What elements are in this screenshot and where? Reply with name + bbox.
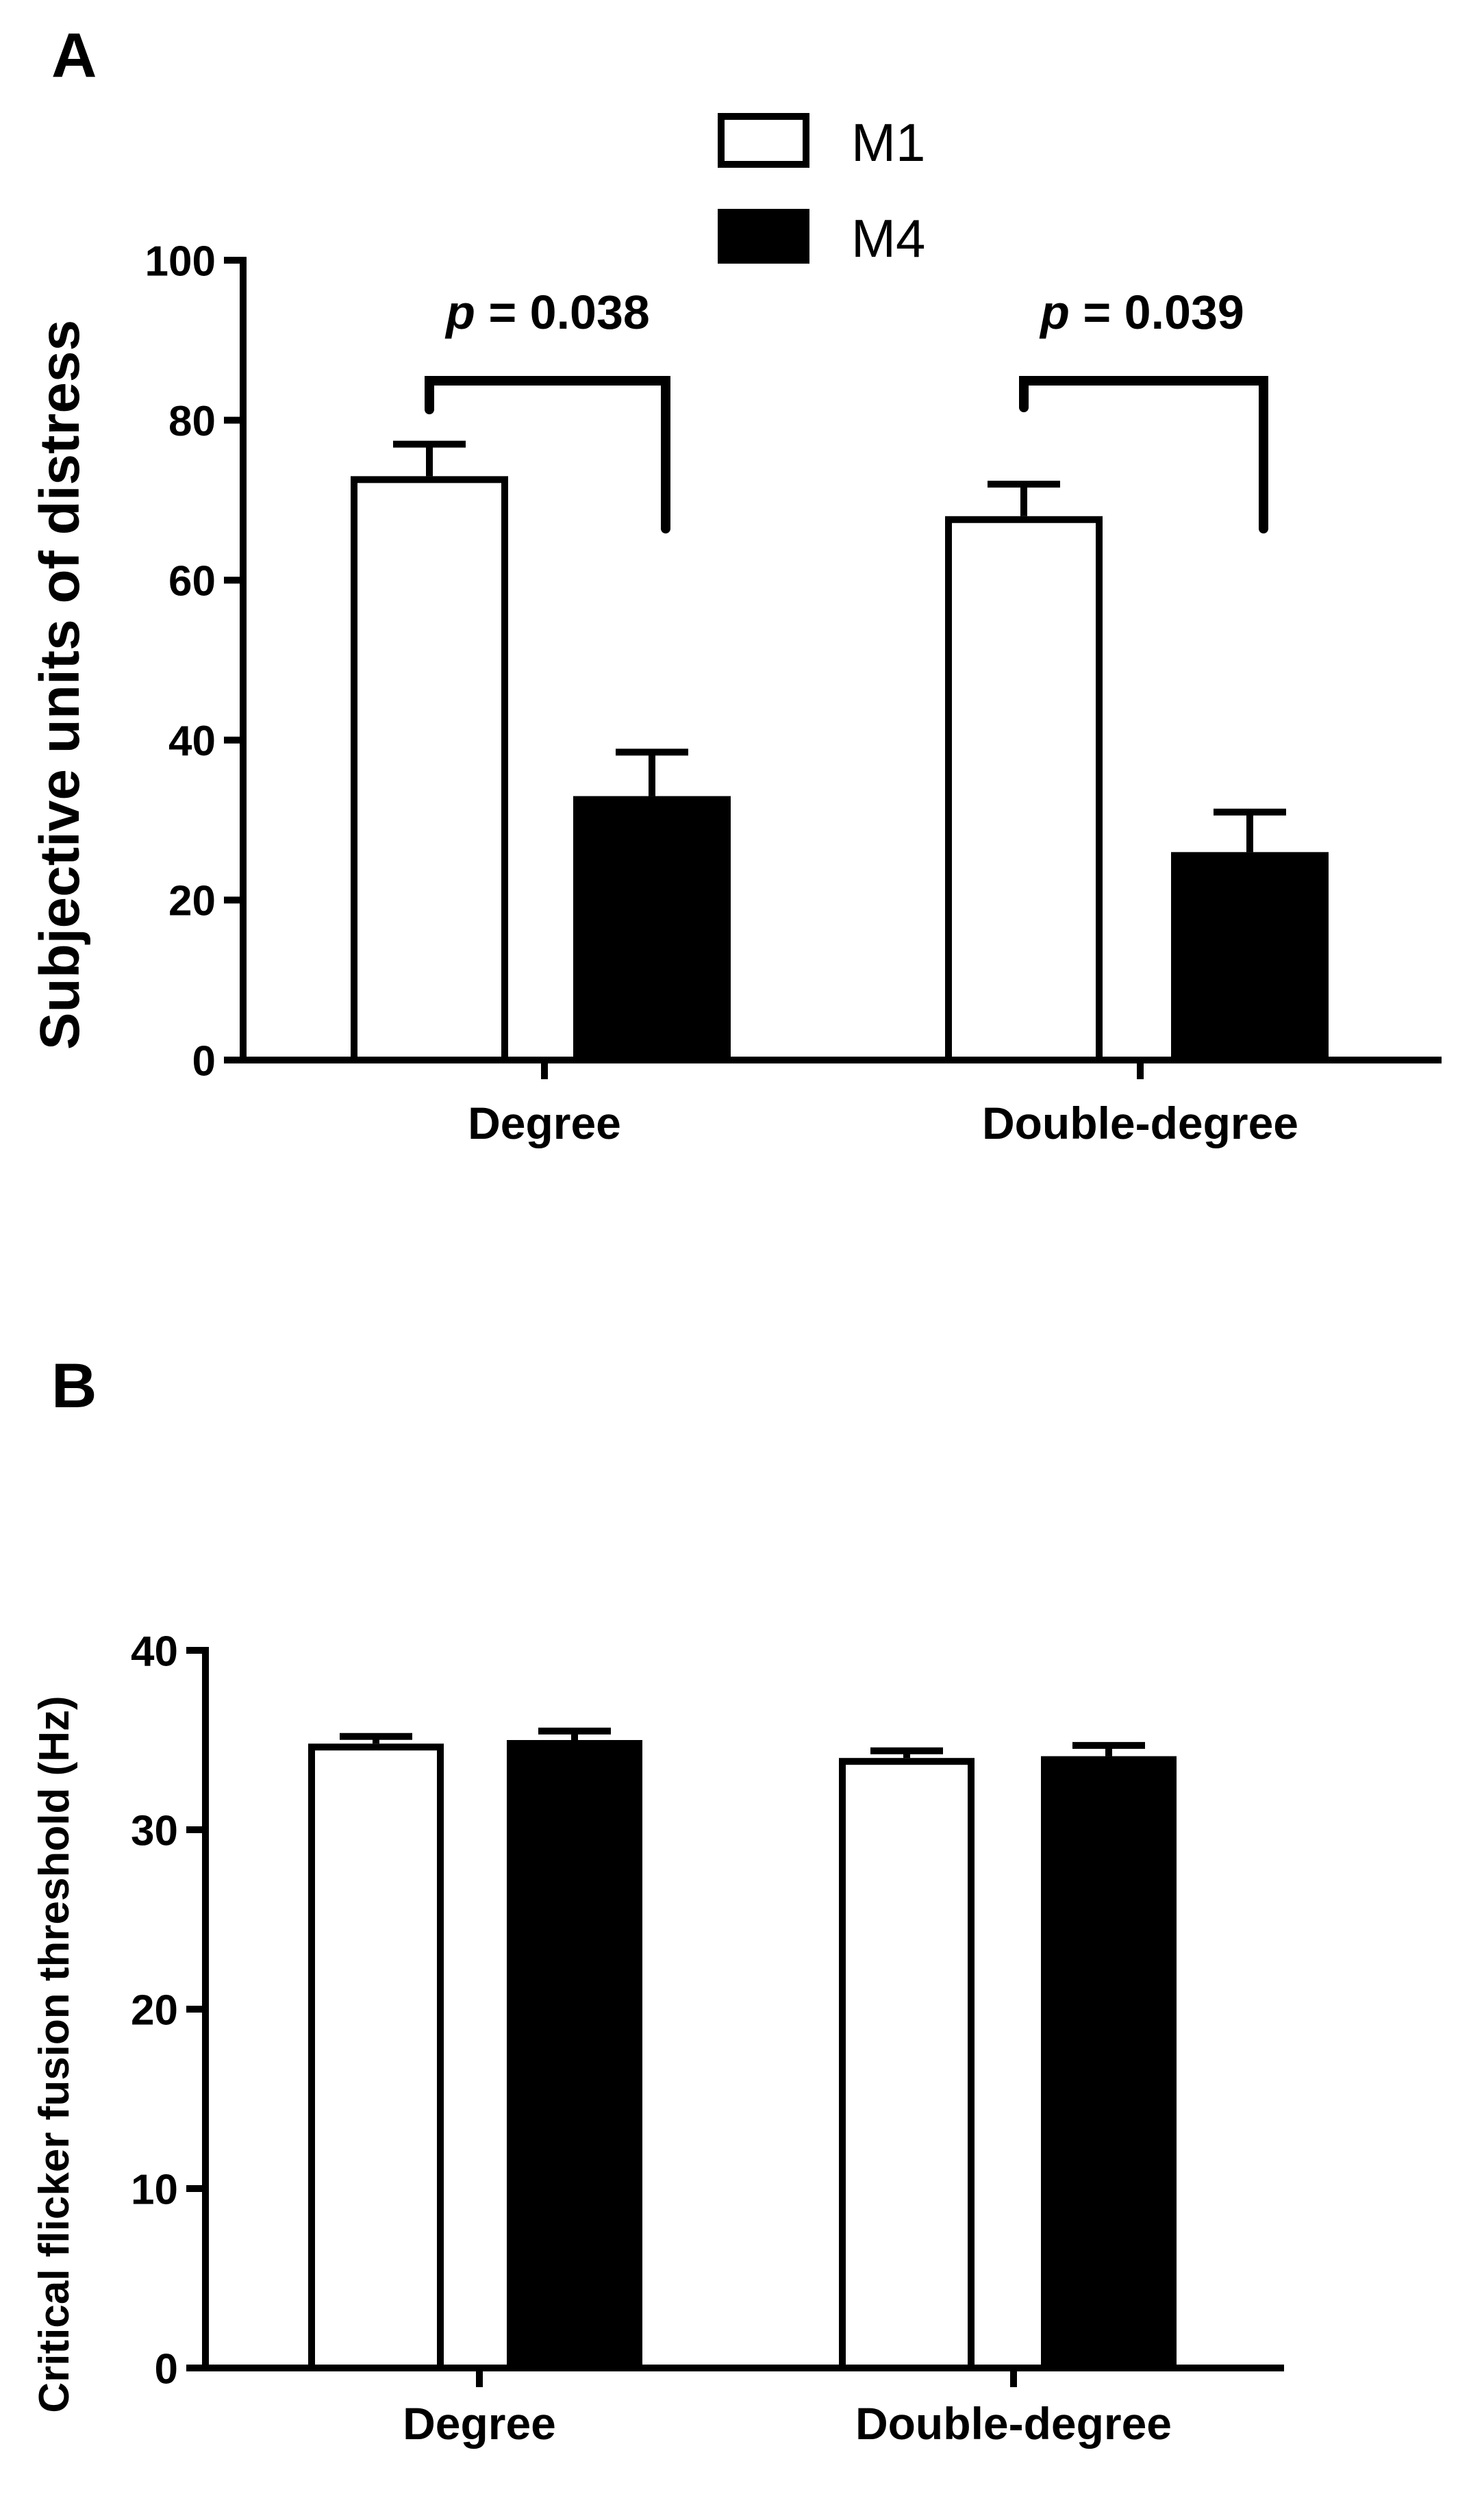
bar-m4-double-degree	[1171, 852, 1329, 1060]
bar-m1-double-degree	[839, 1758, 975, 2371]
y-tick-label-80: 80	[168, 398, 216, 445]
p-value-label-degree: p = 0.038	[444, 286, 650, 339]
y-tick-label-0: 0	[192, 1037, 216, 1085]
x-tick-label-degree: Degree	[468, 1098, 621, 1148]
x-tick-label-double-degree: Double-degree	[855, 2398, 1172, 2449]
legend-label-m4: M4	[851, 208, 925, 268]
bar-m4-degree	[507, 1740, 642, 2368]
significance-bracket-double-degree	[1019, 376, 1268, 533]
p-value: = 0.039	[1070, 286, 1244, 339]
bar-m1-degree	[351, 476, 508, 1063]
y-tick-label-30: 30	[131, 1807, 178, 1854]
panel-b-y-axis-label: Critical flicker fusion threshold (Hz)	[31, 1696, 78, 2412]
legend-label-m1: M1	[851, 112, 925, 173]
x-tick-label-double-degree: Double-degree	[982, 1098, 1298, 1148]
bar-m1-degree	[308, 1743, 444, 2371]
bar-m4-double-degree	[1041, 1756, 1177, 2368]
p-symbol: p	[444, 286, 475, 339]
legend-swatch-m1	[718, 113, 809, 168]
y-tick-label-60: 60	[168, 558, 216, 605]
panel-b-bars	[308, 1727, 1177, 2371]
y-tick-label-20: 20	[131, 1987, 178, 2034]
panel-a-legend: M1 M4	[718, 112, 925, 268]
panel-b-label: B	[51, 1351, 97, 1421]
panel-a-significance-annotations: p = 0.038 p = 0.039	[425, 286, 1268, 533]
y-tick-label-40: 40	[131, 1628, 178, 1675]
p-value-label-double-degree: p = 0.039	[1039, 286, 1244, 339]
panel-a: A Subjective units of distress 0 20 40 60 80…	[29, 21, 1442, 1148]
y-tick-label-0: 0	[155, 2345, 178, 2393]
panel-a-label: A	[51, 21, 97, 90]
bar-m1-double-degree	[945, 516, 1103, 1063]
p-value: = 0.038	[475, 286, 650, 339]
bar-m4-degree	[573, 796, 731, 1060]
y-tick-label-20: 20	[168, 878, 216, 925]
p-symbol: p	[1039, 286, 1070, 339]
legend-swatch-m4	[718, 209, 809, 264]
panel-b: B Critical flicker fusion threshold (Hz)…	[31, 1351, 1284, 2449]
y-tick-label-100: 100	[145, 238, 216, 285]
y-tick-label-10: 10	[131, 2166, 178, 2213]
panel-a-y-axis-label: Subjective units of distress	[29, 320, 91, 1050]
y-tick-label-40: 40	[168, 718, 216, 765]
x-tick-label-degree: Degree	[403, 2398, 556, 2449]
significance-bracket-degree	[425, 376, 670, 533]
panel-a-bars	[351, 440, 1329, 1063]
